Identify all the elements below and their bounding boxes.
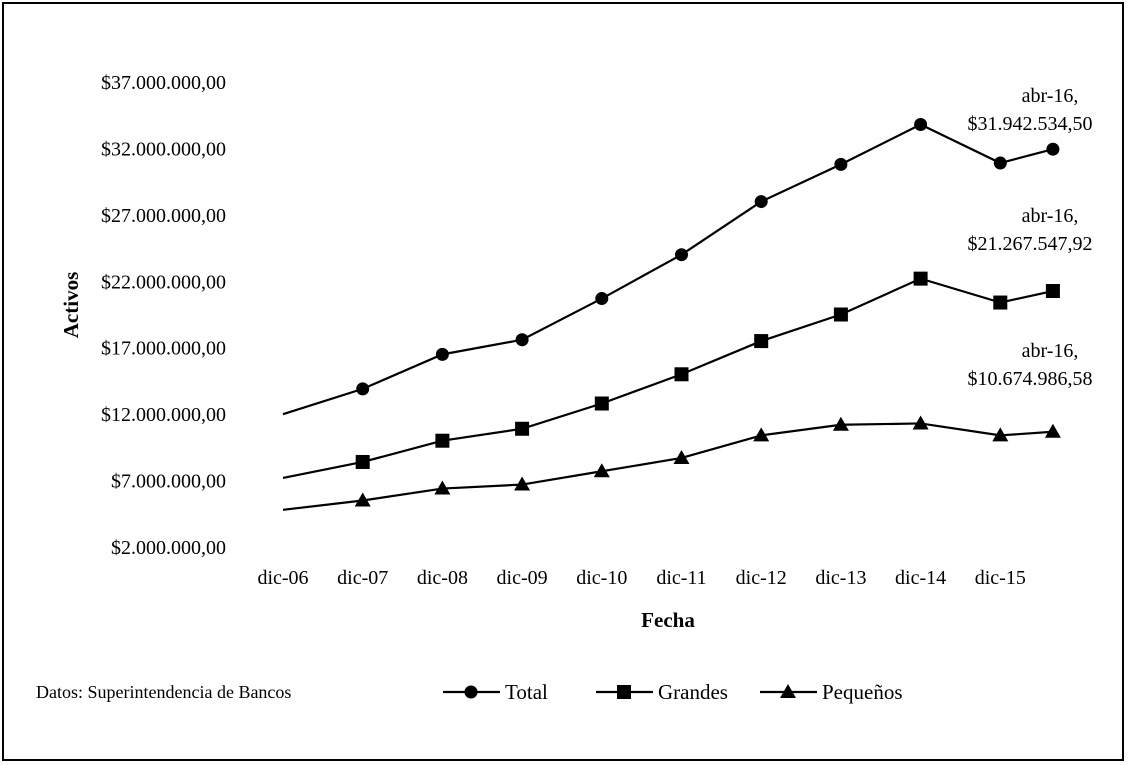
x-tick-label: dic-08: [417, 567, 468, 589]
data-point-total: [675, 248, 688, 262]
data-point-total: [435, 347, 449, 361]
data-point-grandes: [594, 396, 609, 411]
series-line-total: [282, 123, 1054, 416]
legend: Total Grandes Pequeños: [443, 680, 903, 704]
data-point-grandes: [1045, 284, 1060, 299]
y-tick-label: $27.000.000,00: [101, 205, 226, 227]
x-tick-label: dic-06: [257, 567, 308, 589]
data-point-pequenos: [1044, 423, 1061, 438]
annotation-label-line1: abr-16,: [1022, 205, 1079, 227]
legend-marker-total: [464, 685, 478, 699]
annotation-label-line2: $10.674.986,58: [968, 368, 1093, 390]
data-point-total: [754, 195, 768, 209]
y-tick-label: $2.000.000,00: [111, 537, 226, 559]
data-point-grandes: [355, 454, 370, 469]
data-point-total: [1046, 142, 1060, 156]
x-tick-label: dic-14: [895, 567, 946, 589]
y-tick-label: $32.000.000,00: [101, 138, 226, 160]
data-point-pequenos: [753, 427, 770, 442]
annotation-label-line2: $31.942.534,50: [968, 113, 1093, 135]
series-grandes: [282, 271, 1060, 479]
y-axis-title: Activos: [59, 272, 83, 339]
y-axis-ticks: $2.000.000,00 $7.000.000,00 $12.000.000,00…: [101, 72, 226, 559]
y-tick-label: $12.000.000,00: [101, 404, 226, 426]
x-tick-label: dic-15: [975, 567, 1026, 589]
legend-item-total: Total: [443, 680, 548, 704]
data-point-total: [515, 333, 529, 347]
y-tick-label: $37.000.000,00: [101, 72, 226, 94]
annotation-label-line1: abr-16,: [1022, 85, 1079, 107]
legend-item-grandes: Grandes: [596, 680, 728, 704]
data-point-pequenos: [992, 427, 1009, 442]
y-tick-label: $17.000.000,00: [101, 338, 226, 360]
annotation-label-line2: $21.267.547,92: [968, 233, 1093, 255]
data-point-pequenos: [593, 463, 610, 478]
x-tick-label: dic-07: [337, 567, 388, 589]
x-tick-label: dic-12: [736, 567, 787, 589]
data-point-total: [834, 157, 848, 171]
data-point-grandes: [993, 295, 1008, 310]
data-point-pequenos: [434, 480, 451, 495]
series-pequenos: [282, 415, 1061, 511]
data-point-pequenos: [912, 415, 929, 430]
x-tick-label: dic-10: [576, 567, 627, 589]
data-point-pequenos: [673, 449, 690, 464]
x-tick-label: dic-11: [656, 567, 706, 589]
data-point-total: [993, 156, 1007, 170]
data-point-grandes: [754, 334, 769, 349]
x-tick-label: dic-13: [815, 567, 866, 589]
legend-label: Grandes: [658, 680, 728, 704]
data-point-pequenos: [832, 416, 849, 431]
legend-marker-pequenos: [780, 684, 796, 698]
legend-label: Total: [505, 680, 548, 704]
y-tick-label: $22.000.000,00: [101, 271, 226, 293]
data-point-grandes: [833, 307, 848, 322]
x-axis-ticks: dic-06 dic-07 dic-08 dic-09 dic-10 dic-11 dic-…: [257, 567, 1025, 589]
legend-marker-grandes: [617, 685, 631, 699]
annotation-label-line1: abr-16,: [1022, 340, 1079, 362]
series-total: [282, 118, 1060, 416]
data-point-pequenos: [354, 492, 371, 507]
x-tick-label: dic-09: [497, 567, 548, 589]
annotations-group: abr-16, $31.942.534,50 abr-16, $21.267.547,…: [968, 85, 1093, 390]
series-line-grandes: [282, 277, 1054, 479]
data-point-grandes: [913, 271, 928, 286]
data-point-total: [356, 382, 370, 396]
data-point-grandes: [674, 367, 689, 382]
legend-item-pequenos: Pequeños: [760, 680, 903, 704]
data-point-grandes: [435, 433, 450, 448]
series-group: [282, 118, 1061, 511]
source-note: Datos: Superintendencia de Bancos: [36, 682, 291, 702]
legend-label: Pequeños: [822, 680, 903, 704]
x-axis-title: Fecha: [641, 608, 695, 632]
data-point-pequenos: [514, 476, 531, 491]
data-point-total: [595, 292, 609, 306]
y-tick-label: $7.000.000,00: [111, 471, 226, 493]
series-line-pequenos: [282, 422, 1053, 511]
data-point-grandes: [515, 421, 530, 436]
data-point-total: [914, 118, 928, 132]
